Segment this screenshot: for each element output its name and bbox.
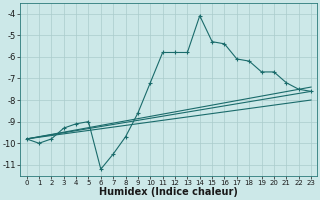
X-axis label: Humidex (Indice chaleur): Humidex (Indice chaleur) — [100, 187, 238, 197]
